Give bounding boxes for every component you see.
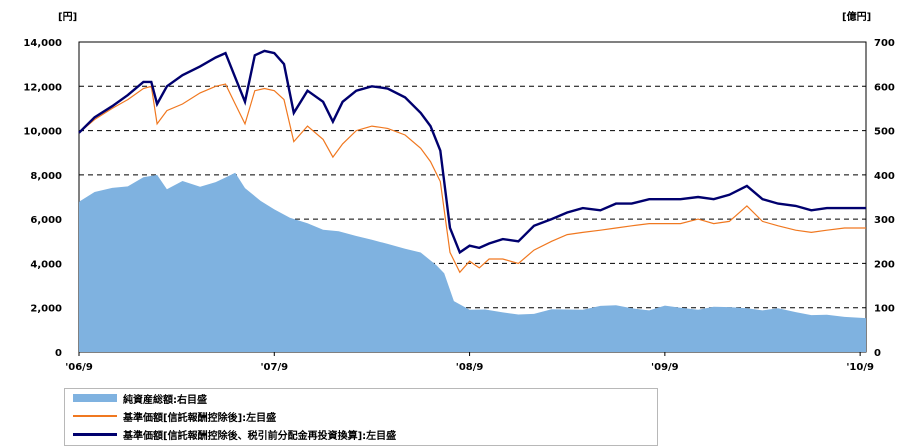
legend: 純資産総額:右目盛 基準価額[信託報酬控除後]:左目盛 基準価額[信託報酬控除後…: [64, 388, 658, 446]
nav-line: [78, 83, 866, 274]
x-axis-ticks: '06/9 '07/9 '08/9 '09/9 '10/9: [65, 352, 874, 373]
right-tick-label: 500: [874, 127, 895, 138]
x-tick-label: '08/9: [456, 362, 484, 373]
left-tick-label: 8,000: [30, 171, 62, 182]
right-tick-label: 600: [874, 82, 895, 93]
legend-label-nav: 基準価額[信託報酬控除後]:左目盛: [123, 412, 277, 424]
legend-item-nav-reinvested: 基準価額[信託報酬控除後、税引前分配金再投資換算]:左目盛: [73, 427, 397, 442]
left-tick-label: 14,000: [23, 38, 62, 49]
right-tick-label: 0: [874, 348, 881, 359]
legend-item-net-assets: 純資産総額:右目盛: [73, 391, 207, 406]
left-tick-label: 10,000: [23, 127, 62, 138]
x-tick-label: '10/9: [846, 362, 874, 373]
right-tick-label: 100: [874, 304, 895, 315]
right-tick-label: 700: [874, 38, 895, 49]
legend-label-net-assets: 純資産総額:右目盛: [123, 394, 207, 406]
legend-swatch-nav: [73, 415, 117, 417]
nav-reinvested-line: [78, 49, 866, 255]
left-tick-label: 2,000: [30, 304, 62, 315]
left-tick-label: 6,000: [30, 215, 62, 226]
legend-item-nav: 基準価額[信託報酬控除後]:左目盛: [73, 409, 277, 424]
right-tick-label: 300: [874, 215, 895, 226]
legend-swatch-nav-reinvested: [73, 432, 117, 436]
left-tick-label: 12,000: [23, 82, 62, 93]
left-tick-label: 0: [55, 348, 62, 359]
left-axis-unit: [円]: [58, 11, 77, 23]
left-axis-ticks: 0 2,000 4,000 6,000 8,000 10,000 12,000 14,000: [23, 38, 62, 359]
x-tick-label: '09/9: [651, 362, 679, 373]
right-axis-unit: [億円]: [842, 10, 871, 23]
net-assets-area: [79, 172, 866, 352]
right-tick-label: 200: [874, 259, 895, 270]
right-tick-label: 400: [874, 171, 895, 182]
right-axis-ticks: 0 100 200 300 400 500 600 700: [874, 38, 895, 359]
legend-swatch-net-assets: [73, 394, 117, 402]
x-tick-label: '06/9: [65, 362, 93, 373]
left-tick-label: 4,000: [30, 259, 62, 270]
legend-label-nav-reinvested: 基準価額[信託報酬控除後、税引前分配金再投資換算]:左目盛: [123, 430, 397, 442]
x-tick-label: '07/9: [260, 362, 288, 373]
